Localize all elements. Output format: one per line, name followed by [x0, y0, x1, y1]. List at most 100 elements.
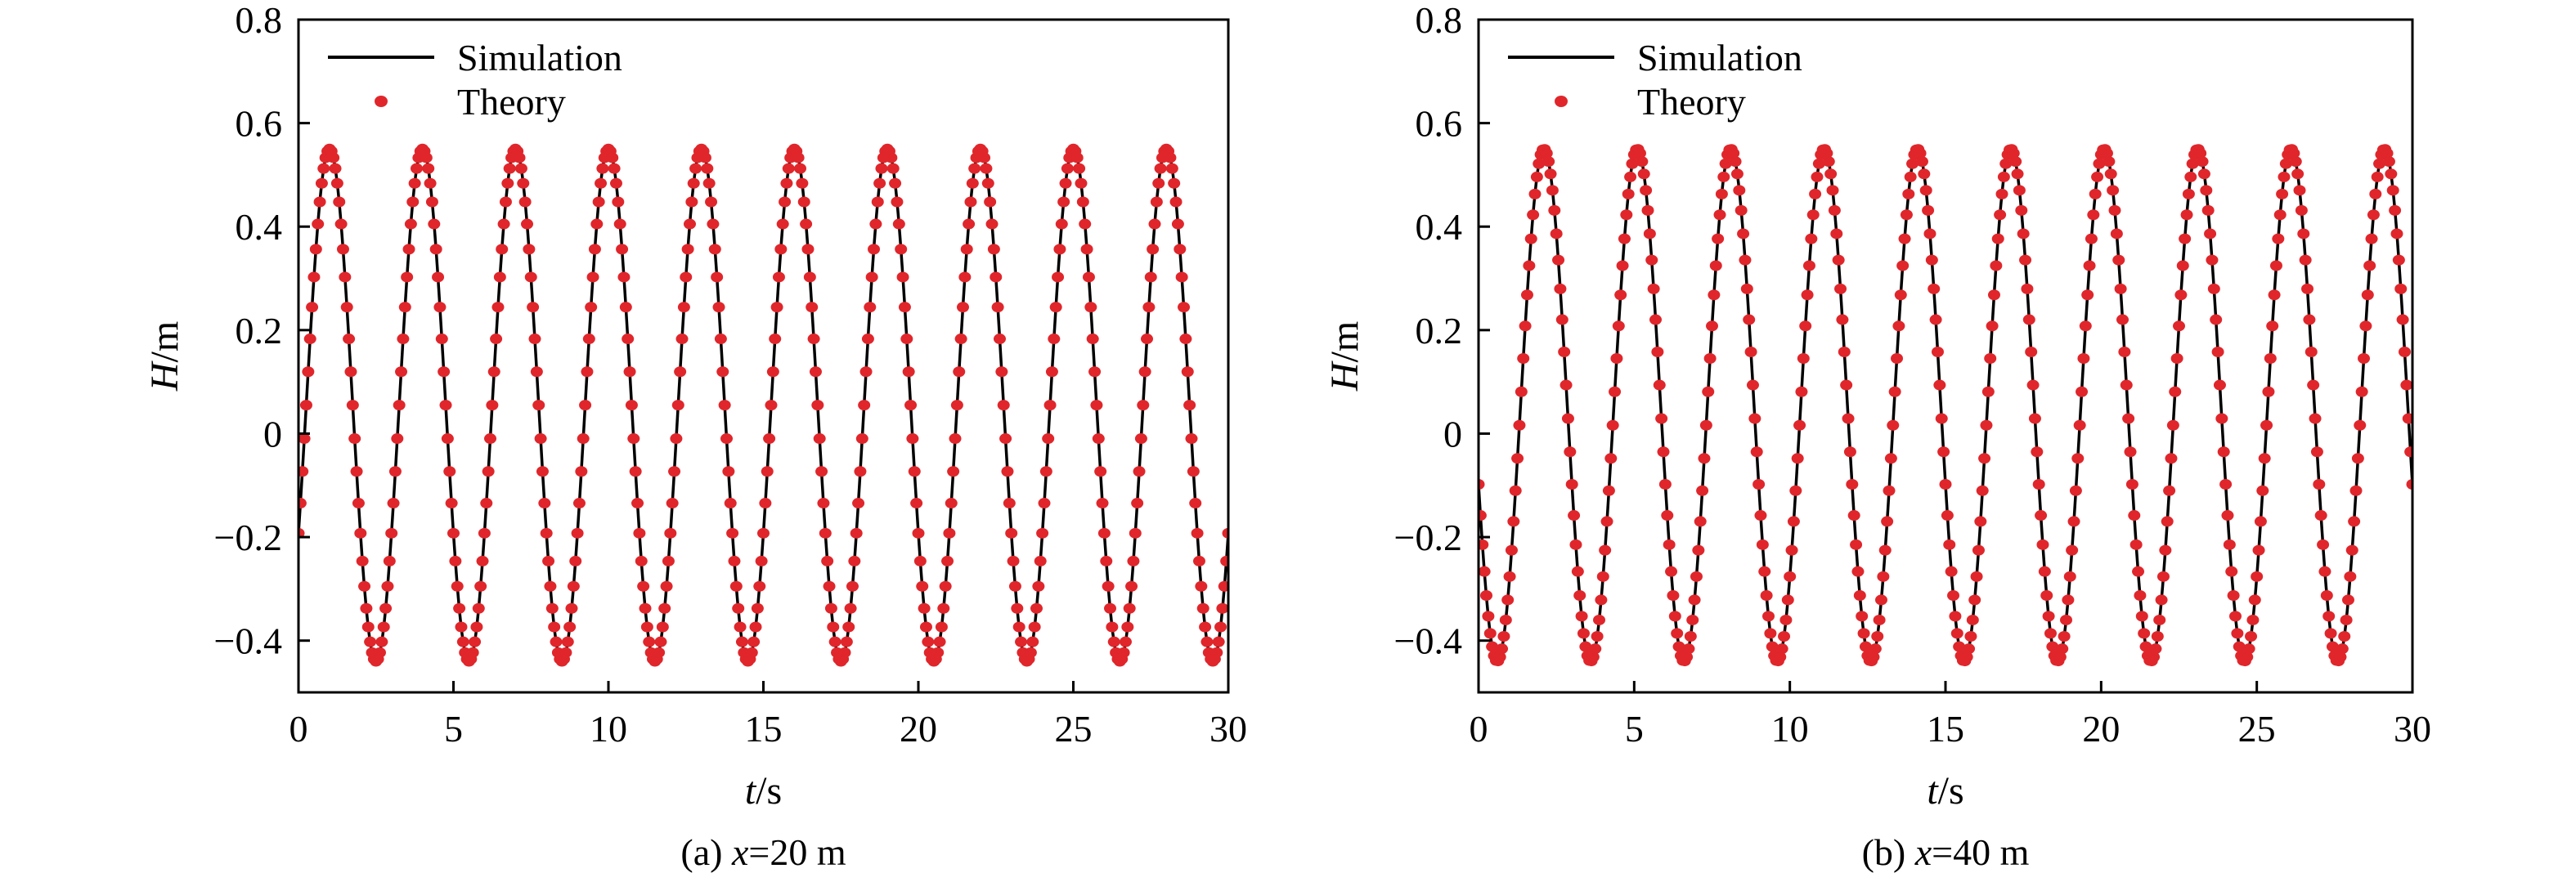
theory-point — [1966, 614, 1979, 625]
theory-point — [608, 163, 621, 174]
theory-point — [1744, 346, 1757, 357]
theory-point — [1214, 621, 1227, 633]
theory-point — [1894, 289, 1907, 301]
theory-point — [1486, 641, 1499, 652]
x-tick-label: 0 — [289, 708, 308, 750]
theory-point — [1612, 320, 1625, 332]
theory-point — [892, 218, 905, 230]
theory-point — [497, 218, 510, 230]
theory-point — [1055, 218, 1068, 230]
theory-point — [1075, 177, 1088, 189]
theory-point — [1960, 651, 1973, 663]
theory-point — [2128, 510, 2141, 522]
theory-point — [441, 433, 454, 445]
y-axis-var: H — [143, 360, 186, 392]
theory-point — [538, 498, 551, 509]
theory-point — [1900, 209, 1913, 221]
theory-point — [447, 527, 460, 539]
theory-point — [1187, 466, 1200, 477]
theory-point — [2355, 386, 2368, 397]
theory-point — [1933, 379, 1946, 391]
theory-point — [796, 177, 809, 189]
theory-point — [1548, 204, 1561, 216]
theory-point — [1503, 571, 1516, 582]
theory-point — [1968, 594, 1981, 606]
theory-point — [858, 400, 871, 411]
theory-point — [896, 271, 909, 283]
theory-point — [1987, 289, 2000, 301]
theory-point — [1657, 446, 1670, 458]
theory-point — [2254, 516, 2267, 527]
theory-point — [2201, 204, 2215, 216]
caption-value: =40 m — [1932, 831, 2029, 873]
theory-point — [2219, 478, 2233, 490]
theory-point — [848, 555, 861, 566]
theory-point — [2044, 628, 2057, 639]
plot-frame — [297, 18, 1230, 694]
theory-point — [523, 244, 536, 255]
theory-point — [1558, 346, 1571, 357]
theory-point — [571, 527, 584, 539]
theory-point — [1036, 527, 1049, 539]
x-axis-label: t/s — [745, 769, 782, 813]
theory-point — [850, 527, 863, 539]
theory-point — [1904, 171, 1917, 182]
theory-point — [2019, 254, 2032, 266]
theory-point — [2398, 346, 2411, 357]
theory-point — [559, 647, 572, 658]
theory-point — [958, 271, 972, 283]
theory-point — [398, 302, 411, 313]
theory-point — [745, 647, 758, 658]
theory-point — [1641, 204, 1654, 216]
theory-point — [1883, 485, 1896, 496]
theory-point — [2324, 628, 2337, 639]
theory-point — [1647, 283, 1660, 294]
theory-point — [1049, 302, 1062, 313]
x-tick-label: 30 — [1209, 708, 1247, 750]
theory-point — [1107, 636, 1120, 647]
theory-point — [2304, 346, 2318, 357]
y-axis-label: H/m — [143, 321, 186, 392]
theory-point — [2089, 188, 2102, 199]
theory-point — [622, 334, 635, 345]
theory-point — [517, 177, 530, 189]
theory-point — [824, 602, 837, 614]
theory-point — [1874, 594, 1887, 606]
theory-point — [2371, 171, 2384, 182]
theory-point — [1554, 283, 1567, 294]
theory-point — [1200, 636, 1214, 647]
theory-point — [1739, 254, 1752, 266]
theory-point — [592, 196, 605, 208]
theory-point — [329, 163, 342, 174]
theory-point — [1688, 594, 1701, 606]
theory-point — [1195, 580, 1208, 592]
theory-point — [1084, 302, 1097, 313]
theory-point — [1053, 244, 1066, 255]
theory-point — [2112, 254, 2125, 266]
theory-point — [1059, 177, 1072, 189]
theory-point — [424, 177, 437, 189]
x-tick-label: 10 — [590, 708, 627, 750]
theory-point — [1972, 544, 1985, 556]
theory-point — [922, 636, 935, 647]
theory-point — [865, 271, 878, 283]
theory-point — [2351, 453, 2364, 464]
theory-point — [1501, 594, 1515, 606]
legend-theory-swatch — [1555, 96, 1568, 107]
theory-point — [1045, 366, 1058, 378]
theory-point — [456, 636, 469, 647]
theory-point — [1856, 611, 1869, 622]
theory-point — [470, 621, 483, 633]
theory-point — [2334, 651, 2347, 663]
theory-point — [2242, 643, 2255, 655]
theory-point — [2217, 446, 2230, 458]
theory-point — [891, 196, 904, 208]
theory-point — [629, 466, 642, 477]
theory-point — [683, 218, 696, 230]
theory-point — [954, 334, 967, 345]
theory-point — [1717, 171, 1730, 182]
legend-theory-label: Theory — [1637, 81, 1746, 123]
theory-point — [2025, 346, 2038, 357]
theory-point — [1806, 209, 1820, 221]
